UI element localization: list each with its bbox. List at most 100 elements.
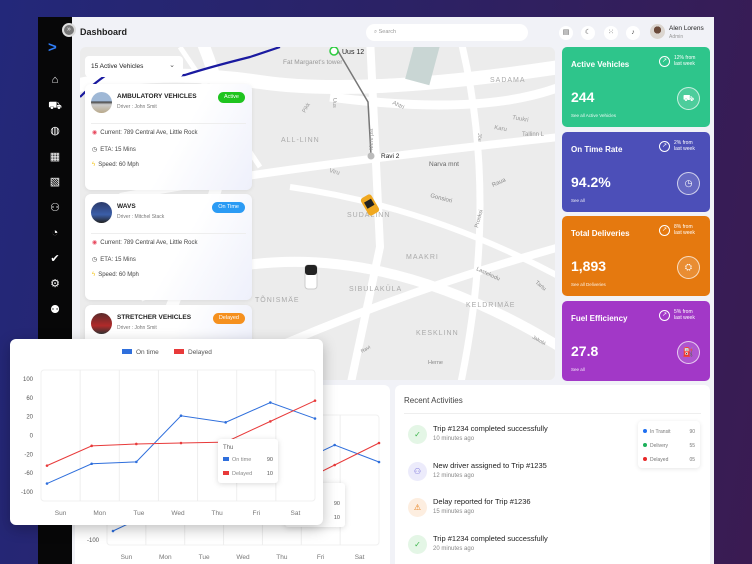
tooltip-series: Delayed — [232, 471, 252, 477]
data-point[interactable] — [269, 401, 272, 404]
legend-label: Delayed — [188, 349, 212, 356]
avatar[interactable] — [650, 24, 665, 39]
y-tick-label: -60 — [24, 471, 33, 477]
route-path-gray — [337, 50, 372, 156]
x-tick-label: Sat — [291, 510, 301, 517]
legend-label: Delayed — [650, 457, 669, 463]
sidebar-item-box[interactable]: ◍ — [47, 124, 63, 138]
map-label: Gonsiori — [429, 193, 452, 205]
data-point[interactable] — [333, 443, 336, 447]
sidebar-item-user-settings[interactable]: ⚉ — [47, 303, 63, 317]
search-input[interactable]: ⌕ Search — [366, 24, 528, 41]
warning-icon: ⚠ — [408, 498, 427, 517]
badge-check-icon: ✔ — [50, 252, 60, 265]
sidebar-item-badge-check[interactable]: ✔ — [47, 252, 63, 266]
sidebar-item-pie-chart[interactable]: ◔ — [47, 226, 63, 240]
stat-change: 2% from last week — [674, 139, 695, 152]
vehicle-speed: Speed: 60 Mph — [98, 272, 139, 278]
map-label: Tartu — [534, 280, 547, 292]
data-point[interactable] — [313, 417, 317, 420]
sidebar-item-calendar[interactable]: ▦ — [47, 150, 63, 164]
data-point[interactable] — [269, 420, 272, 423]
vehicles-dropdown[interactable]: 15 Active Vehicles ⌄ — [85, 56, 183, 77]
status-badge: On Time — [212, 202, 245, 213]
stat-see-all-link[interactable]: See all Active Vehicles — [571, 113, 617, 118]
data-point[interactable] — [111, 529, 115, 533]
dark-mode-icon[interactable]: ☾ — [581, 26, 595, 40]
sidebar-item-settings[interactable]: ⚙ — [47, 277, 63, 291]
map-label: KESKLINN — [416, 330, 459, 337]
data-point[interactable] — [90, 462, 93, 466]
data-point[interactable] — [179, 414, 183, 418]
recent-activities-card: Recent Activities ✓ Trip #1234 completed… — [395, 385, 710, 564]
clock-icon: ◷ — [677, 171, 700, 195]
sidebar-item-truck[interactable]: ⛟ — [47, 99, 63, 113]
stat-card-fuel-efficiency[interactable]: Fuel Efficiency ↗ 5% from last week 27.8… — [562, 300, 710, 381]
map-label: KELDRIMÄE — [466, 301, 515, 309]
x-tick-label: Sat — [355, 554, 365, 561]
data-point[interactable] — [377, 441, 381, 445]
trend-icon: ↗ — [659, 225, 670, 236]
y-tick-label: 60 — [26, 396, 33, 402]
calendar-icon: ▦ — [49, 150, 61, 163]
data-point[interactable] — [135, 460, 138, 464]
map-label: SADAMA — [490, 77, 526, 84]
data-point[interactable] — [224, 421, 227, 424]
vehicle-marker-van[interactable] — [304, 264, 318, 290]
chart-tooltip: Thu On time 90 Delayed 10 — [218, 439, 278, 483]
stat-see-all-link[interactable]: See all Deliveries — [571, 282, 606, 287]
stat-card-on-time-rate[interactable]: On Time Rate ↗ 2% from last week 94.2% S… — [562, 131, 710, 212]
data-point[interactable] — [45, 482, 49, 485]
stat-value: 1,893 — [571, 258, 607, 274]
collapse-sidebar-button[interactable]: » — [62, 23, 76, 37]
vehicle-name: WAVS — [117, 203, 136, 210]
map-road — [80, 60, 555, 94]
activity-time: 10 minutes ago — [433, 436, 475, 442]
data-point[interactable] — [135, 442, 138, 446]
trip-chart[interactable]: 100 60 20 0 -20 -60 -100 Sun Mon Tue Wed Thu Fri Sat O… — [10, 339, 323, 525]
map-label: Jõe — [476, 133, 482, 142]
map-label: Uus — [331, 98, 337, 108]
sidebar-item-document[interactable]: ▧ — [47, 175, 63, 189]
vehicle-location: Current: 789 Central Ave, Little Rock — [100, 130, 198, 136]
legend-row: In Transit 90 — [643, 429, 695, 437]
x-tick-label: Thu — [212, 510, 224, 517]
stat-card-active-vehicles[interactable]: Active Vehicles ↗ 12% from last week 244… — [562, 47, 710, 127]
vehicle-card[interactable]: STRETCHER VEHICLES Driver : John Smit De… — [85, 305, 252, 345]
sidebar-item-users[interactable]: ⚇ — [47, 201, 63, 215]
map-label: Mere pst — [369, 128, 375, 150]
sidebar-item-home[interactable]: ⌂ — [47, 73, 63, 87]
vehicle-card[interactable]: AMBULATORY VEHICLES Driver : John Smit A… — [85, 84, 252, 190]
chat-icon[interactable]: ▤ — [559, 26, 573, 40]
map-label: SIBULAKÜLA — [349, 285, 402, 293]
apps-grid-icon[interactable]: ⁙ — [604, 26, 618, 40]
data-point[interactable] — [45, 464, 49, 467]
data-point[interactable] — [333, 463, 336, 467]
data-point[interactable] — [90, 444, 93, 448]
trip-chart-popup: 100 60 20 0 -20 -60 -100 Sun Mon Tue Wed Thu Fri Sat O… — [10, 339, 323, 525]
data-point[interactable] — [377, 460, 381, 464]
x-tick-label: Fri — [252, 510, 260, 517]
divider — [91, 123, 246, 124]
map-road — [347, 47, 385, 380]
user-icon: ⚇ — [408, 461, 427, 481]
vehicle-name: STRETCHER VEHICLES — [117, 314, 192, 321]
data-point[interactable] — [179, 441, 183, 445]
data-point[interactable] — [313, 399, 317, 402]
vehicle-driver: Driver : John Smit — [117, 104, 157, 110]
map-label: Ravi 2 — [381, 153, 400, 160]
vehicle-marker-taxi[interactable] — [360, 193, 380, 216]
stat-card-total-deliveries[interactable]: Total Deliveries ↗ 8% from last week 1,8… — [562, 216, 710, 296]
vehicle-location: Current: 789 Central Ave, Little Rock — [100, 240, 198, 246]
lightning-icon: ϟ — [92, 272, 96, 278]
users-icon: ⚇ — [50, 201, 60, 214]
user-name: Alen Lorens — [669, 25, 704, 32]
y-tick-label: 100 — [23, 377, 34, 383]
trend-icon: ↗ — [659, 140, 670, 152]
stat-see-all-link[interactable]: See all — [571, 366, 585, 372]
vehicle-card[interactable]: WAVS Driver : Mitchel Stack On Time ◉ Cur… — [85, 194, 252, 300]
location-pin-icon: ◉ — [92, 240, 98, 246]
bell-icon[interactable]: ♪ — [626, 26, 640, 40]
y-tick-label: -100 — [21, 490, 34, 496]
stat-see-all-link[interactable]: See all — [571, 197, 585, 203]
